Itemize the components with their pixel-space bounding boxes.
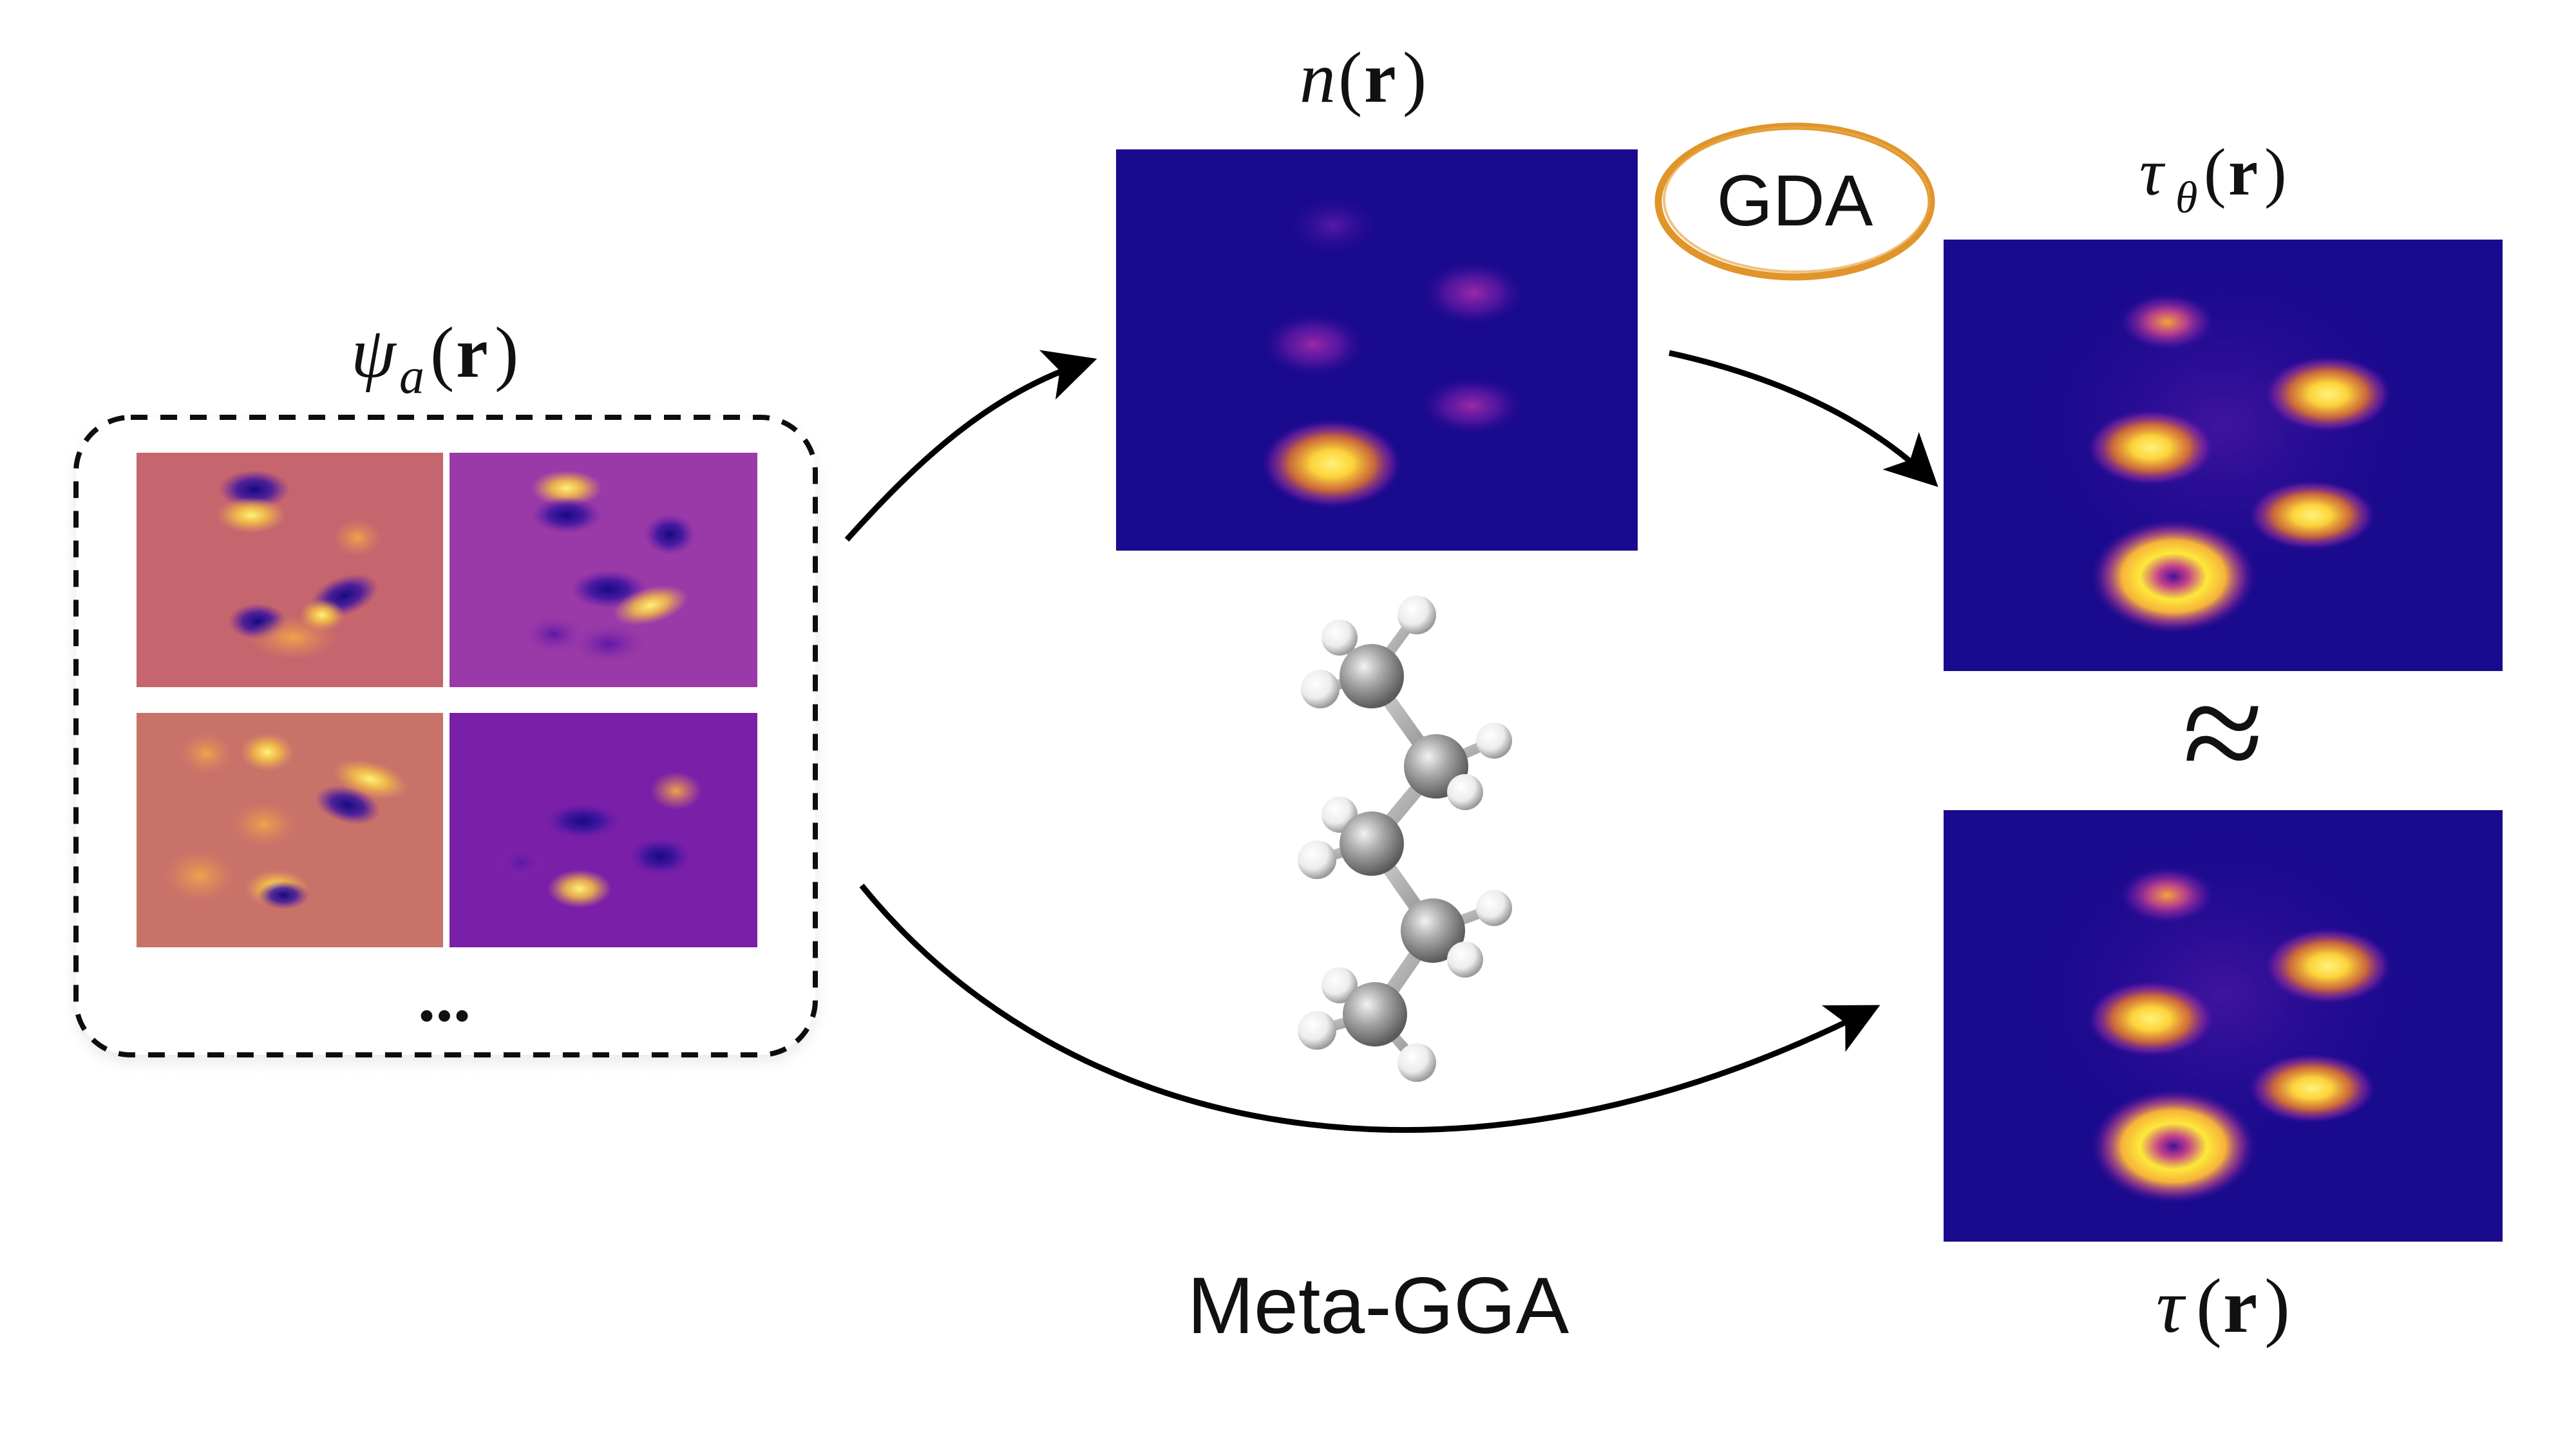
psi-subscript: a xyxy=(399,348,424,404)
tau-symbol: τ xyxy=(2156,1263,2186,1349)
wavefunction-panel-2 xyxy=(450,453,757,687)
density-heatmap xyxy=(1116,149,1638,551)
wavefunction-panel-3 xyxy=(137,713,443,947)
gda-badge: GDA xyxy=(1654,122,1935,281)
tau-theta-heatmap xyxy=(1944,240,2503,671)
n-label: n ( r ) xyxy=(1300,38,1426,118)
tau-theta-paren-close: ) xyxy=(2264,135,2287,209)
tau-theta-symbol: τ xyxy=(2139,135,2166,209)
psi-paren-open: ( xyxy=(430,313,454,393)
wavefunction-panel-1 xyxy=(137,453,443,687)
psi-paren-close: ) xyxy=(495,313,518,393)
arrow-psi-to-density xyxy=(844,350,1097,542)
n-r: r xyxy=(1364,38,1396,118)
tau-paren-close: ) xyxy=(2264,1263,2290,1349)
tau-r: r xyxy=(2223,1263,2257,1349)
n-symbol: n xyxy=(1300,38,1336,118)
psi-label: ψ a ( r ) xyxy=(351,313,518,404)
n-paren-open: ( xyxy=(1338,38,1362,118)
meta-gga-label: Meta-GGA xyxy=(1188,1262,1569,1350)
approx-symbol: ≈ xyxy=(2183,650,2264,815)
psi-symbol: ψ xyxy=(351,313,397,393)
tau-heatmap xyxy=(1944,810,2503,1242)
ellipsis-label: ... xyxy=(418,958,471,1036)
molecule-icon xyxy=(1298,596,1512,1082)
wavefunction-panel-4 xyxy=(450,713,757,947)
psi-r: r xyxy=(456,313,488,393)
tau-label: τ ( r ) xyxy=(2156,1263,2290,1349)
tau-theta-label: τ θ ( r ) xyxy=(2139,135,2287,223)
n-paren-close: ) xyxy=(1403,38,1426,118)
gda-label: GDA xyxy=(1717,160,1873,241)
arrow-density-to-tau-theta xyxy=(1669,350,1938,488)
arrow-psi-to-tau-meta-gga xyxy=(859,884,1880,1133)
tau-theta-paren-open: ( xyxy=(2204,135,2226,209)
tau-theta-r: r xyxy=(2228,135,2258,209)
tau-paren-open: ( xyxy=(2196,1263,2222,1349)
tau-theta-subscript: θ xyxy=(2175,173,2197,223)
